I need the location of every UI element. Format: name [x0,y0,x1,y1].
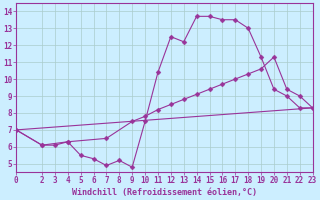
X-axis label: Windchill (Refroidissement éolien,°C): Windchill (Refroidissement éolien,°C) [72,188,257,197]
